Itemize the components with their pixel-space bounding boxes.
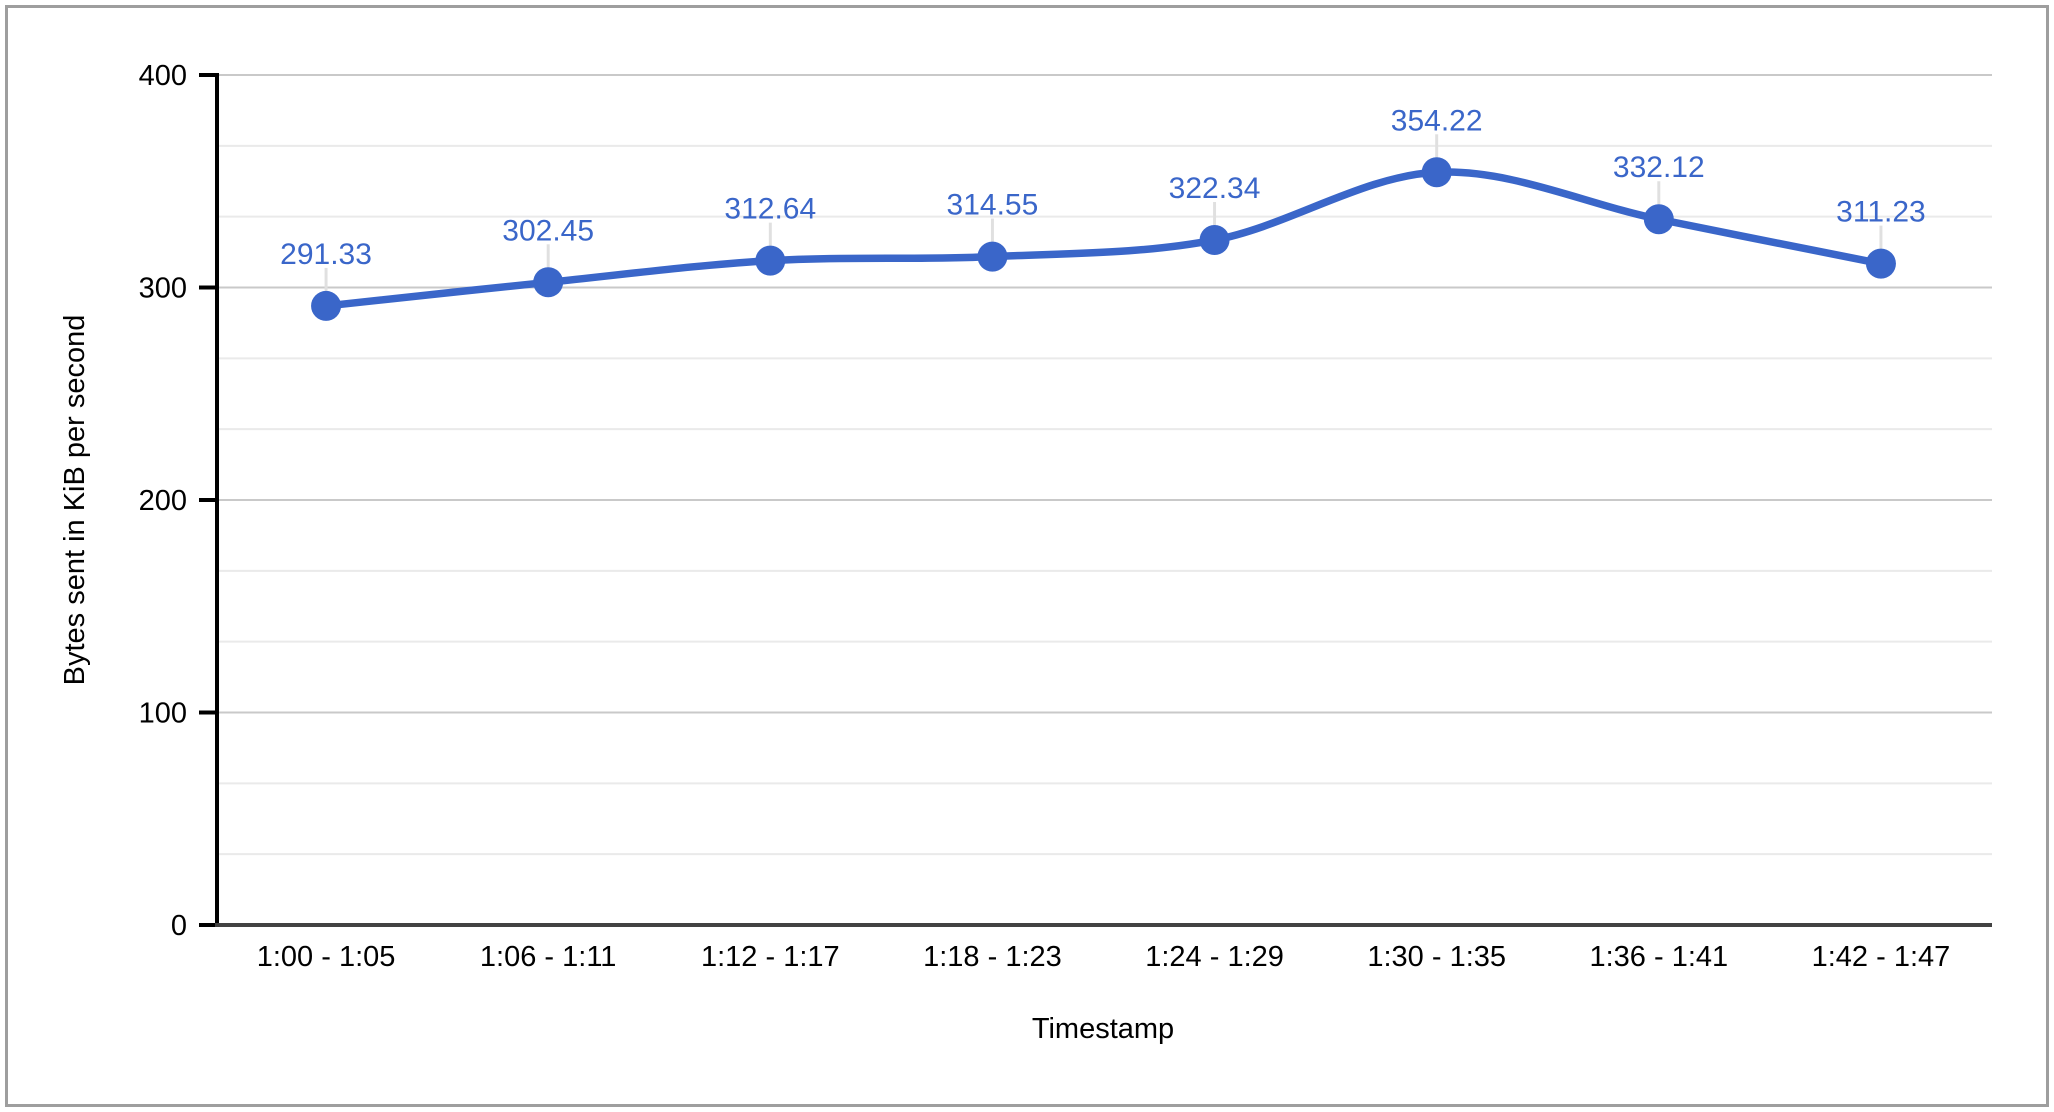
data-point-marker [1421, 157, 1452, 188]
data-point-label: 322.34 [1169, 172, 1261, 205]
data-point-marker [1643, 204, 1674, 235]
x-tick-label: 1:42 - 1:47 [1812, 941, 1951, 973]
x-tick-label: 1:30 - 1:35 [1367, 941, 1506, 973]
x-axis-title: Timestamp [1032, 1013, 1174, 1045]
data-point-marker [311, 290, 342, 321]
y-tick-label: 300 [139, 273, 187, 305]
series-layer [311, 157, 1896, 321]
x-tick-label: 1:36 - 1:41 [1589, 941, 1728, 973]
x-tick-label: 1:12 - 1:17 [701, 941, 840, 973]
data-point-marker [977, 241, 1008, 272]
y-tick-label: 100 [139, 698, 187, 730]
y-tick-label: 0 [171, 910, 187, 942]
x-tick-label: 1:06 - 1:11 [480, 941, 617, 973]
x-tick-label: 1:18 - 1:23 [923, 941, 1062, 973]
y-tick-label: 200 [139, 485, 187, 517]
data-point-label: 302.45 [502, 214, 594, 247]
x-tick-label: 1:00 - 1:05 [257, 941, 396, 973]
data-point-marker [755, 245, 786, 276]
data-point-marker [533, 267, 564, 298]
data-point-marker [1865, 248, 1896, 279]
data-point-label: 312.64 [724, 193, 816, 226]
tick-labels-layer: 0 100 200 300 400 1:00 - 1:05 1:06 - 1:11 1:12 … [139, 60, 1951, 973]
data-point-marker [1199, 225, 1230, 256]
data-point-label: 332.12 [1613, 151, 1705, 184]
data-labels-layer: 291.33 302.45 312.64 314.55 322.34 354.22 332.… [280, 104, 1926, 271]
y-tick-label: 400 [139, 60, 187, 92]
x-tick-label: 1:24 - 1:29 [1145, 941, 1284, 973]
data-point-label: 314.55 [947, 189, 1039, 222]
data-point-label: 291.33 [280, 238, 372, 271]
y-axis-title: Bytes sent in KiB per second [59, 315, 91, 686]
series-path [322, 168, 1885, 310]
data-point-label: 354.22 [1391, 104, 1483, 137]
gridlines-layer [215, 74, 1992, 856]
frame-border [5, 5, 2049, 1107]
axes-layer [199, 73, 1992, 927]
data-point-label: 311.23 [1836, 196, 1926, 229]
